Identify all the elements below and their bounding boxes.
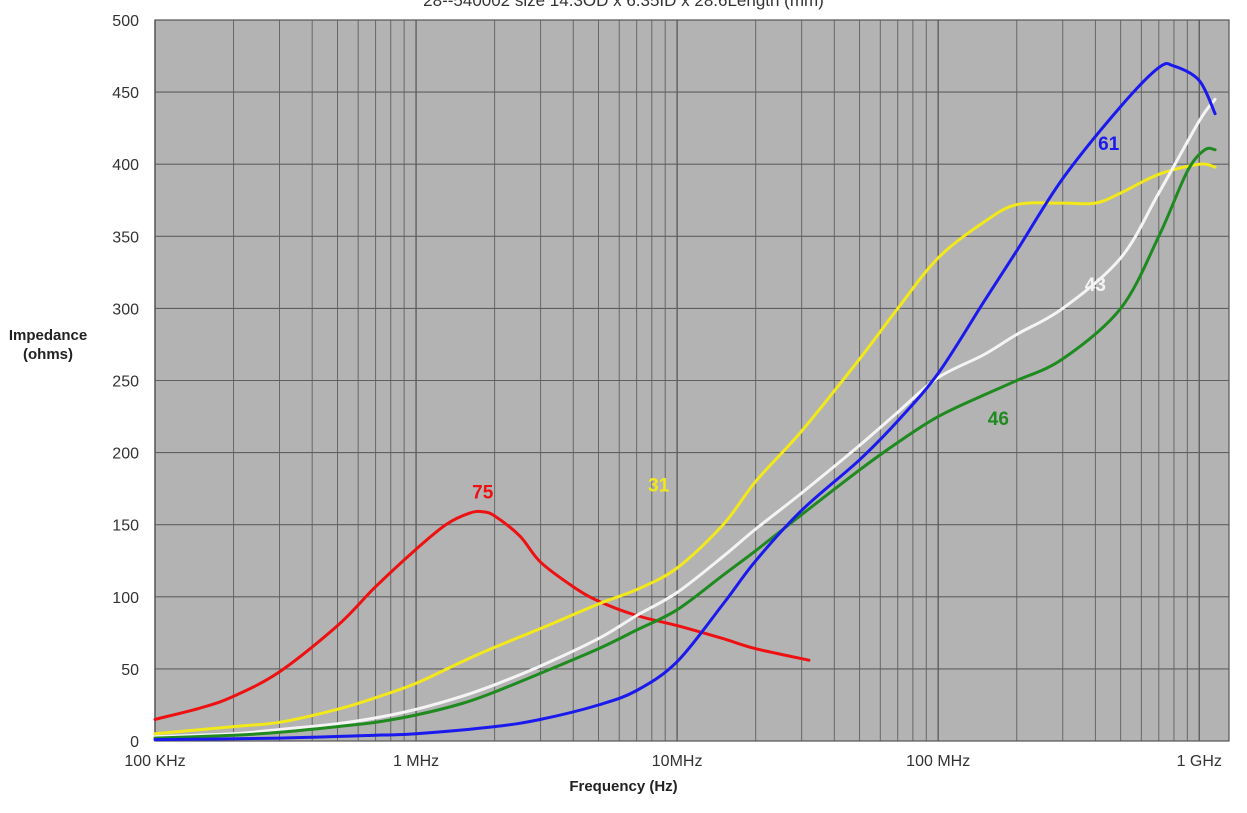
series-line-31 bbox=[153, 162, 1217, 736]
series-line-43 bbox=[153, 97, 1217, 739]
y-tick-label: 50 bbox=[121, 662, 139, 679]
series-line-46 bbox=[153, 146, 1217, 740]
x-tick-label: 100 MHz bbox=[906, 753, 970, 770]
series-lines bbox=[153, 62, 1217, 742]
y-tick-label: 350 bbox=[112, 229, 139, 246]
plot-border bbox=[154, 19, 1230, 742]
y-tick-label: 300 bbox=[112, 301, 139, 318]
y-tick-label: 250 bbox=[112, 374, 139, 391]
y-tick-label: 400 bbox=[112, 157, 139, 174]
y-tick-label: 450 bbox=[112, 85, 139, 102]
series-line-61 bbox=[153, 62, 1217, 742]
y-tick-label: 150 bbox=[112, 518, 139, 535]
series-label-31: 31 bbox=[648, 476, 670, 497]
x-tick-label: 1 MHz bbox=[393, 753, 439, 770]
series-labels: 75 31 43 46 61 bbox=[472, 134, 1120, 504]
series-label-75: 75 bbox=[472, 483, 494, 504]
y-tick-label: 0 bbox=[130, 734, 139, 751]
x-tick-label: 10MHz bbox=[652, 753, 703, 770]
series-label-43: 43 bbox=[1085, 275, 1106, 296]
x-tick-label: 100 KHz bbox=[124, 753, 185, 770]
y-tick-label: 500 bbox=[112, 13, 139, 30]
series-line-75 bbox=[153, 509, 811, 721]
major-gridlines bbox=[154, 19, 1230, 742]
y-axis-title: Impedance (ohms) bbox=[8, 327, 88, 363]
x-tick-label: 1 GHz bbox=[1177, 753, 1222, 770]
y-tick-label: 100 bbox=[112, 590, 139, 607]
x-axis-title: Frequency (Hz) bbox=[569, 778, 678, 795]
chart-title: 28--540002 size 14.3OD x 6.35ID x 28.6Le… bbox=[423, 0, 824, 10]
y-tick-label: 200 bbox=[112, 446, 139, 463]
series-label-61: 61 bbox=[1098, 134, 1120, 155]
series-label-46: 46 bbox=[988, 409, 1009, 430]
axis-tick-labels: 0 50 100 150 200 250 300 350 400 450 500 100 KHz 1 M… bbox=[112, 13, 1222, 770]
